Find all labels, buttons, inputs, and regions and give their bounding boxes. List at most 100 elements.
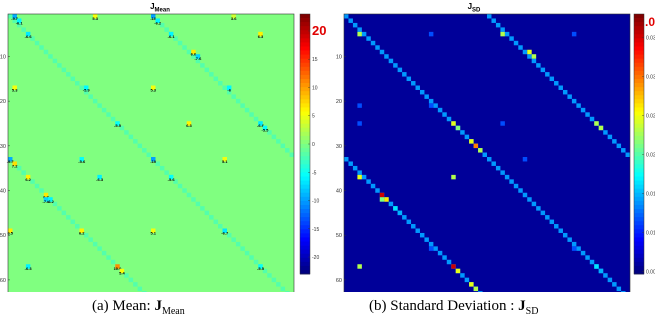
colorbar-segment xyxy=(634,269,644,275)
colorbar-segment xyxy=(634,245,644,251)
heatmap-cell xyxy=(469,139,474,144)
colorbar-tick-label: -5 xyxy=(312,170,317,176)
heatmap-cell xyxy=(151,14,156,19)
cell-value-label: 6.3 xyxy=(258,34,264,39)
heatmap-cell xyxy=(21,170,26,175)
heatmap-cell xyxy=(119,125,125,131)
colorbar-tick-label: 0.02 xyxy=(646,113,655,119)
heatmap-cell xyxy=(276,282,281,287)
heatmap-cell xyxy=(195,58,201,64)
cell-value-label: 6.5 xyxy=(7,230,13,235)
heatmap-cell xyxy=(48,197,53,202)
colorbar-segment xyxy=(300,233,310,238)
heatmap-cell xyxy=(603,130,608,135)
colorbar-segment xyxy=(300,209,310,214)
heatmap-cell xyxy=(384,197,389,202)
heatmap-cell xyxy=(598,125,604,131)
heatmap-cell xyxy=(446,259,452,265)
heatmap-cell xyxy=(357,170,362,175)
colorbar-segment xyxy=(300,66,310,72)
y-tick-label: 10 xyxy=(336,54,342,60)
cell-value-label: -5.6 xyxy=(78,159,86,164)
heatmap-cell xyxy=(88,94,93,99)
colorbar-segment xyxy=(300,50,310,56)
heatmap-cell xyxy=(402,72,407,77)
heatmap-cell xyxy=(43,192,49,198)
colorbar-tick-label: 0.03 xyxy=(646,35,655,41)
heatmap-cell xyxy=(411,224,416,229)
heatmap-cell xyxy=(30,36,35,41)
cell-value-label: -5.6 xyxy=(168,177,176,182)
colorbar-segment xyxy=(634,42,644,47)
heatmap-cell xyxy=(92,98,98,104)
heatmap-cell xyxy=(531,54,537,59)
colorbar-segment xyxy=(634,99,644,104)
heatmap-cell xyxy=(258,121,263,126)
colorbar-segment xyxy=(300,221,310,226)
colorbar-segment xyxy=(300,152,310,157)
heatmap-cell xyxy=(258,31,263,37)
heatmap-cell xyxy=(164,27,169,32)
heatmap-cell xyxy=(97,174,102,180)
y-tick-label: 60 xyxy=(336,278,342,284)
heatmap-cell xyxy=(280,286,286,292)
colorbar-segment xyxy=(300,192,310,198)
colorbar-segment xyxy=(300,245,310,251)
colorbar-segment xyxy=(300,54,310,60)
heatmap-cell xyxy=(361,31,367,37)
colorbar-segment xyxy=(634,30,644,35)
heatmap-cell xyxy=(491,18,496,23)
colorbar-segment xyxy=(634,144,644,149)
colorbar-segment xyxy=(300,225,310,230)
cell-value-label: -5.5 xyxy=(257,266,265,271)
heatmap-cell xyxy=(433,246,438,251)
colorbar-segment xyxy=(300,95,310,100)
colorbar-segment xyxy=(300,30,310,35)
colorbar-segment xyxy=(300,164,310,169)
colorbar-segment xyxy=(634,196,644,202)
heatmap-cell xyxy=(106,112,111,117)
heatmap-cell xyxy=(504,31,510,37)
heatmap-cell xyxy=(235,98,241,104)
heatmap-cell xyxy=(285,148,290,153)
heatmap-cell xyxy=(34,40,40,46)
heatmap-cell xyxy=(379,49,385,55)
colorbar-segment xyxy=(634,184,644,190)
colorbar-segment xyxy=(300,79,310,84)
plot-frame xyxy=(7,13,295,292)
cell-value-label: 10.9 xyxy=(114,266,123,271)
heatmap-cell xyxy=(527,49,532,55)
colorbar-segment xyxy=(300,148,310,153)
heatmap-cell xyxy=(168,174,174,180)
heatmap-cell xyxy=(589,116,595,122)
heatmap-cell xyxy=(39,45,44,50)
cell-value-label: 6.6 xyxy=(191,52,197,57)
heatmap-cell xyxy=(12,14,17,19)
heatmap-cell xyxy=(25,264,31,269)
colorbar-segment xyxy=(634,115,644,121)
heatmap-cell xyxy=(571,98,577,104)
heatmap-cell xyxy=(92,241,98,247)
heatmap-cell xyxy=(218,81,223,86)
heatmap-cell xyxy=(133,139,138,144)
colorbar-segment xyxy=(300,26,310,31)
cell-value-label: -10 xyxy=(150,159,157,164)
colorbar-segment xyxy=(634,22,644,27)
colorbar-segment xyxy=(634,261,644,267)
colorbar-segment xyxy=(634,213,644,218)
colorbar-segment xyxy=(634,172,644,177)
colorbar-segment xyxy=(634,14,644,19)
heatmap-cell xyxy=(348,161,353,166)
colorbar-tick-label: -15 xyxy=(312,227,319,233)
colorbar-segment xyxy=(300,253,310,259)
cell-value-label: 5.3 xyxy=(92,16,98,21)
heatmap-cell xyxy=(415,228,420,233)
heatmap-cell xyxy=(571,241,577,247)
colorbar-segment xyxy=(300,83,310,88)
colorbar-segment xyxy=(634,58,644,64)
heatmap-cell xyxy=(370,183,376,189)
heatmap-cell xyxy=(204,67,210,73)
colorbar-tick-label: -20 xyxy=(312,255,319,261)
heatmap-cell xyxy=(57,63,62,68)
heatmap-cell xyxy=(25,31,31,37)
